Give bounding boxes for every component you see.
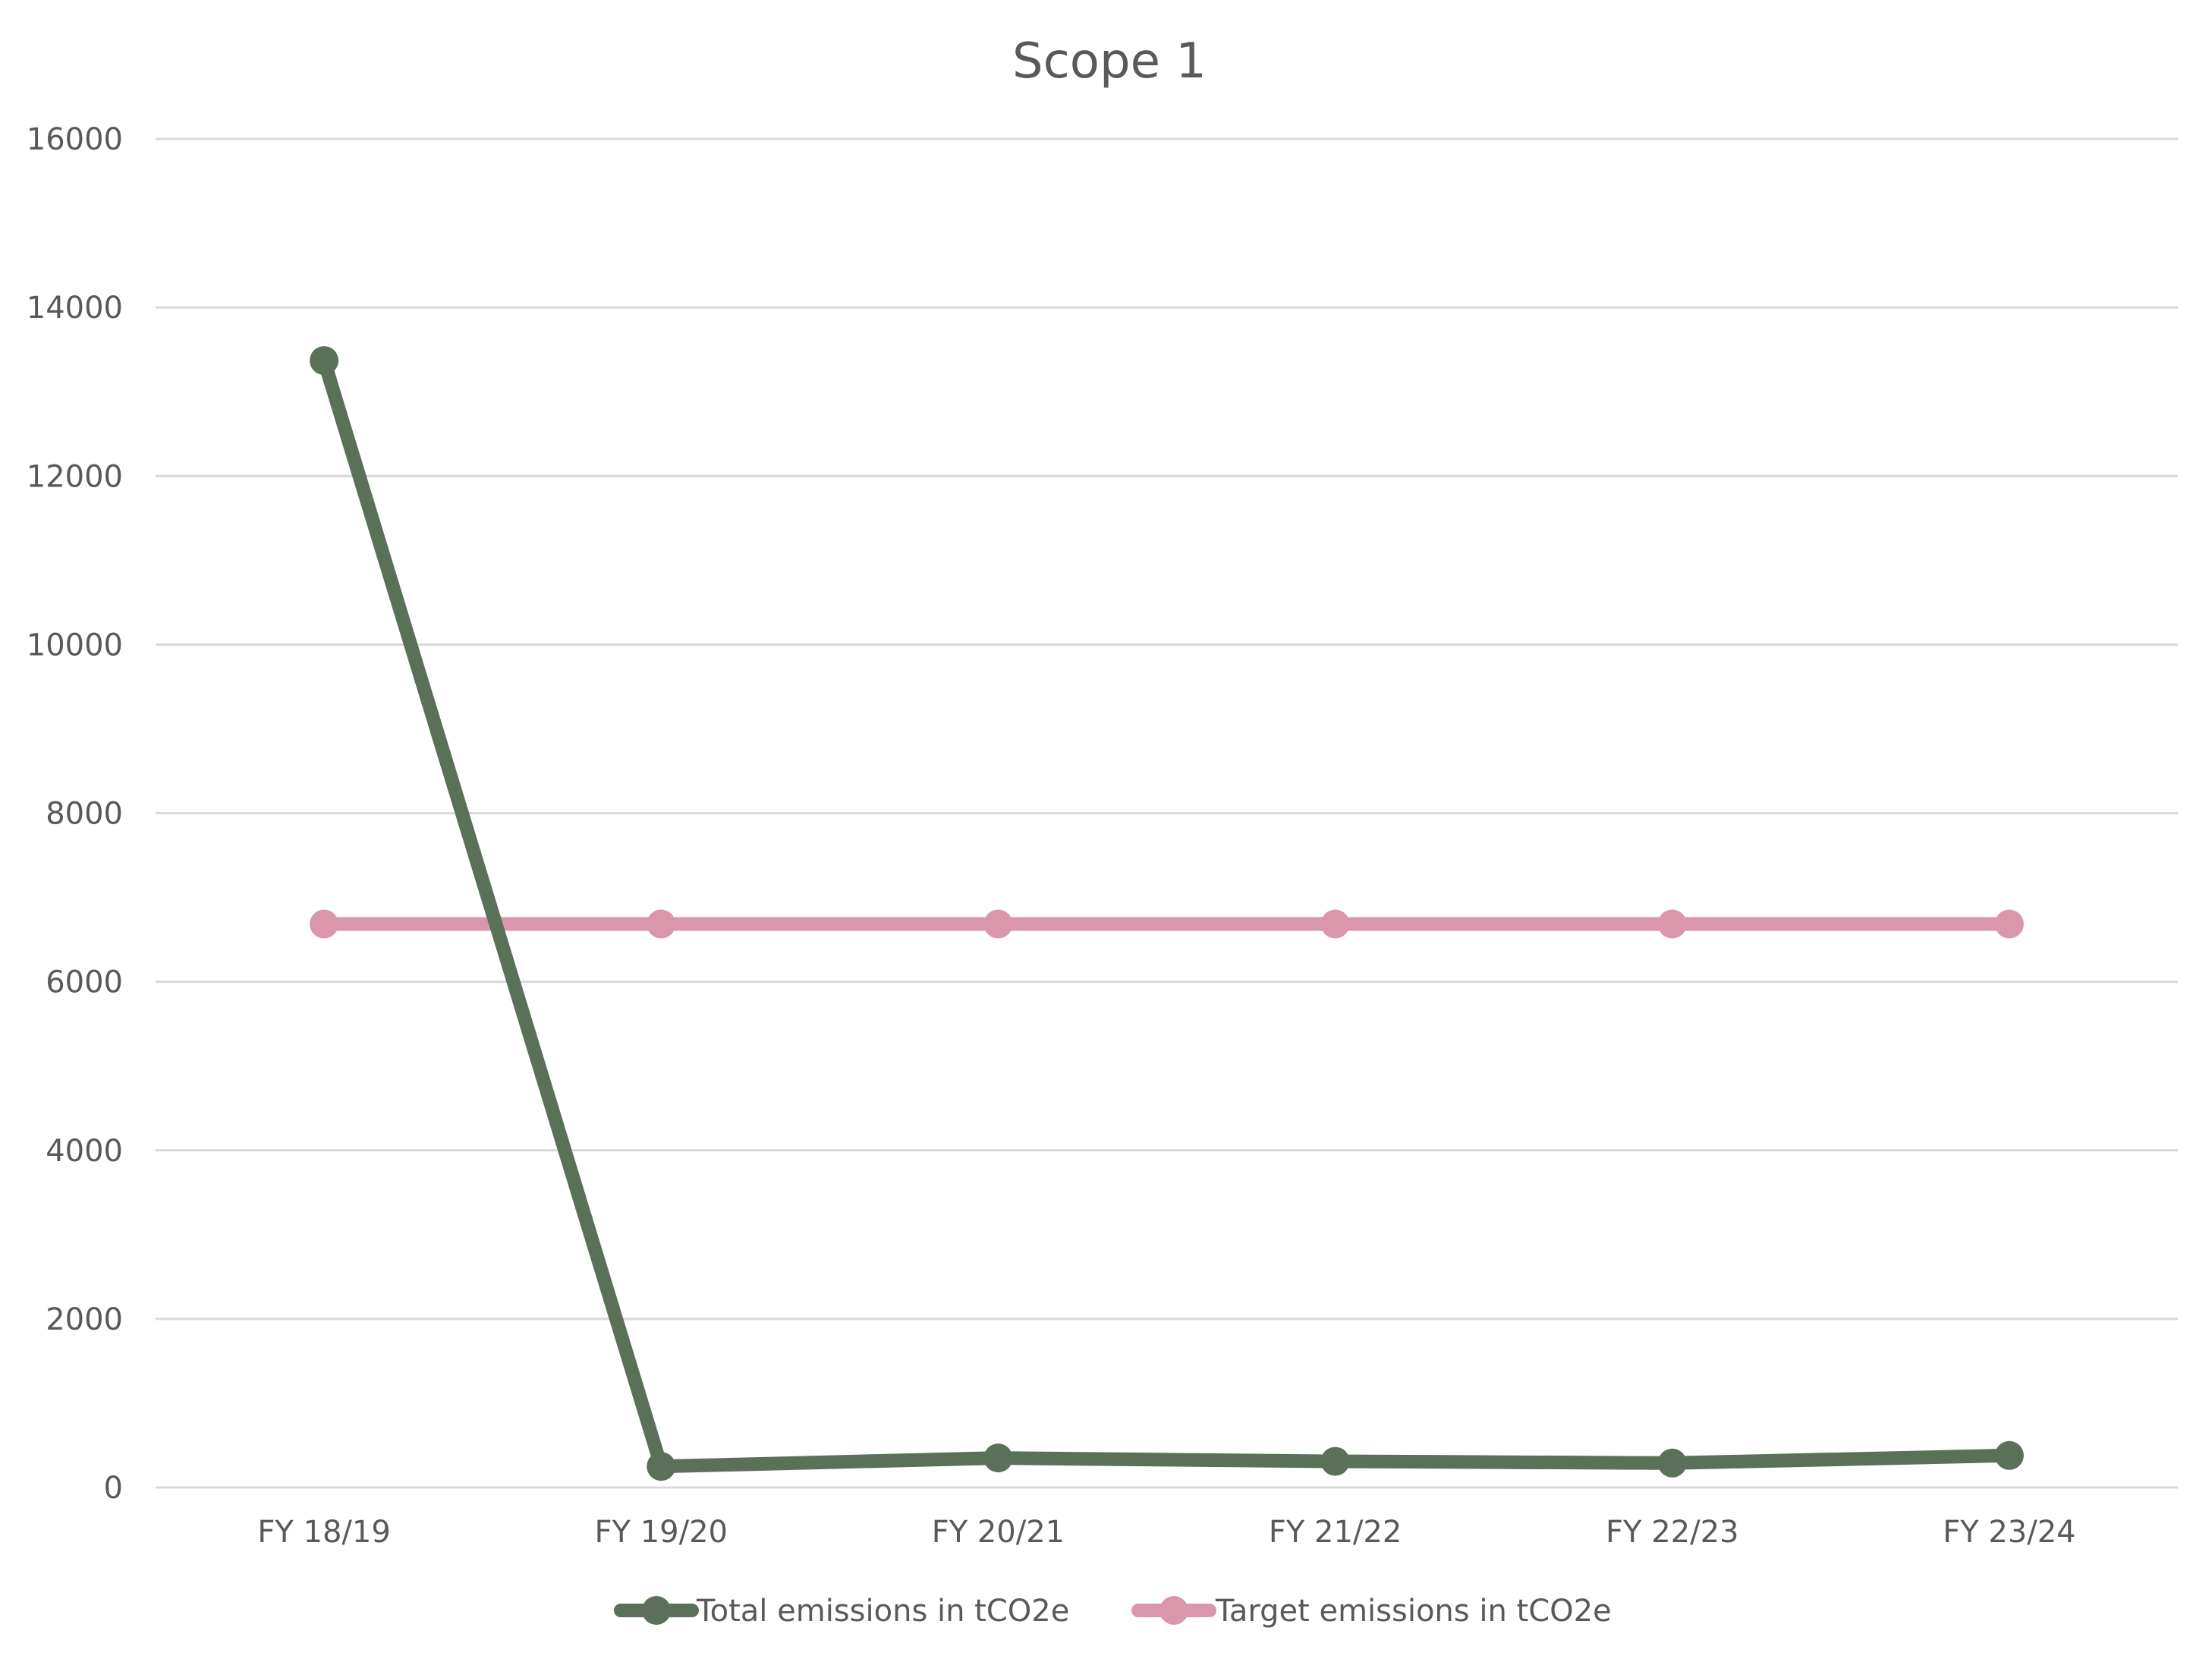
x-tick-label: FY 21/22 xyxy=(1269,1515,1402,1550)
legend-item: Total emissions in tCO2e xyxy=(614,1594,1069,1629)
data-point xyxy=(647,909,676,939)
y-tick-label: 0 xyxy=(104,1471,123,1506)
y-tick-label: 8000 xyxy=(46,797,123,832)
gridlines xyxy=(156,137,2178,1489)
x-tick-label: FY 19/20 xyxy=(595,1515,728,1550)
data-series xyxy=(310,346,2024,1481)
y-tick-label: 6000 xyxy=(46,965,123,1000)
chart-title: Scope 1 xyxy=(1012,33,1207,90)
data-point xyxy=(1320,1447,1350,1476)
data-point xyxy=(1994,1440,2024,1470)
x-axis-tick-labels: FY 18/19 FY 19/20 FY 20/21 FY 21/22 FY 22/23… xyxy=(257,1515,2075,1550)
data-point xyxy=(1994,909,2024,939)
data-point xyxy=(310,909,339,939)
y-tick-label: 4000 xyxy=(46,1134,123,1169)
legend-swatch-marker xyxy=(642,1596,671,1625)
series-line xyxy=(317,354,2016,1474)
data-point xyxy=(647,1452,676,1481)
data-point xyxy=(1320,909,1350,939)
data-point xyxy=(983,1443,1013,1473)
y-tick-label: 16000 xyxy=(27,122,123,157)
y-tick-label: 10000 xyxy=(27,628,123,663)
series-total-emissions xyxy=(310,346,2024,1481)
y-axis-tick-labels: 0 2000 4000 6000 8000 10000 12000 14000 16000 xyxy=(27,122,123,1506)
data-point xyxy=(1657,909,1687,939)
x-tick-label: FY 22/23 xyxy=(1606,1515,1738,1550)
data-point xyxy=(310,346,339,376)
legend: Total emissions in tCO2e Target emissions… xyxy=(614,1594,1612,1629)
legend-label: Target emissions in tCO2e xyxy=(1215,1594,1612,1629)
y-tick-label: 14000 xyxy=(27,291,123,326)
data-point xyxy=(983,909,1013,939)
series-target-emissions xyxy=(310,909,2024,939)
y-tick-label: 12000 xyxy=(27,459,123,494)
x-tick-label: FY 23/24 xyxy=(1943,1515,2075,1550)
y-tick-label: 2000 xyxy=(46,1302,123,1337)
x-tick-label: FY 20/21 xyxy=(932,1515,1065,1550)
data-point xyxy=(1657,1448,1687,1478)
legend-swatch-marker xyxy=(1159,1596,1188,1625)
legend-item: Target emissions in tCO2e xyxy=(1131,1594,1612,1629)
legend-label: Total emissions in tCO2e xyxy=(696,1594,1069,1629)
x-tick-label: FY 18/19 xyxy=(257,1515,390,1550)
